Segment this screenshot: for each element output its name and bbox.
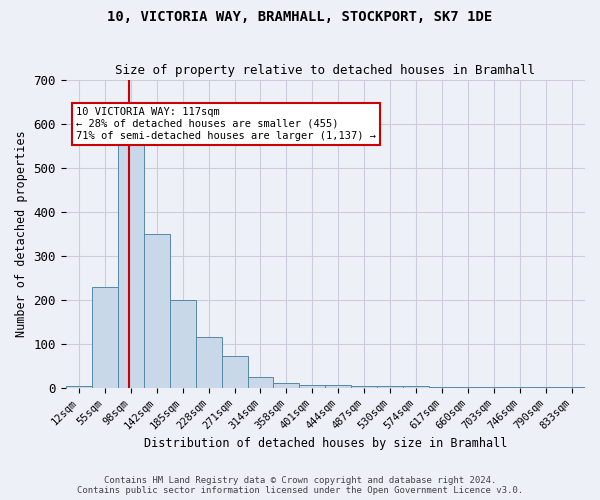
Text: 10, VICTORIA WAY, BRAMHALL, STOCKPORT, SK7 1DE: 10, VICTORIA WAY, BRAMHALL, STOCKPORT, S… — [107, 10, 493, 24]
Bar — [455, 387, 481, 388]
Bar — [299, 384, 325, 388]
Bar — [196, 338, 221, 388]
Bar — [377, 386, 403, 388]
Bar — [403, 386, 429, 388]
Bar — [170, 300, 196, 388]
Text: 10 VICTORIA WAY: 117sqm
← 28% of detached houses are smaller (455)
71% of semi-d: 10 VICTORIA WAY: 117sqm ← 28% of detache… — [76, 108, 376, 140]
Bar — [118, 132, 143, 388]
Bar — [325, 385, 352, 388]
Title: Size of property relative to detached houses in Bramhall: Size of property relative to detached ho… — [115, 64, 535, 77]
Bar — [429, 387, 455, 388]
Bar — [481, 387, 507, 388]
Bar — [66, 386, 92, 388]
Bar — [248, 377, 274, 388]
Bar — [221, 356, 248, 388]
Text: Contains HM Land Registry data © Crown copyright and database right 2024.
Contai: Contains HM Land Registry data © Crown c… — [77, 476, 523, 495]
Bar — [143, 234, 170, 388]
Bar — [92, 286, 118, 388]
Y-axis label: Number of detached properties: Number of detached properties — [15, 130, 28, 337]
X-axis label: Distribution of detached houses by size in Bramhall: Distribution of detached houses by size … — [144, 437, 507, 450]
Bar — [274, 383, 299, 388]
Bar — [352, 386, 377, 388]
